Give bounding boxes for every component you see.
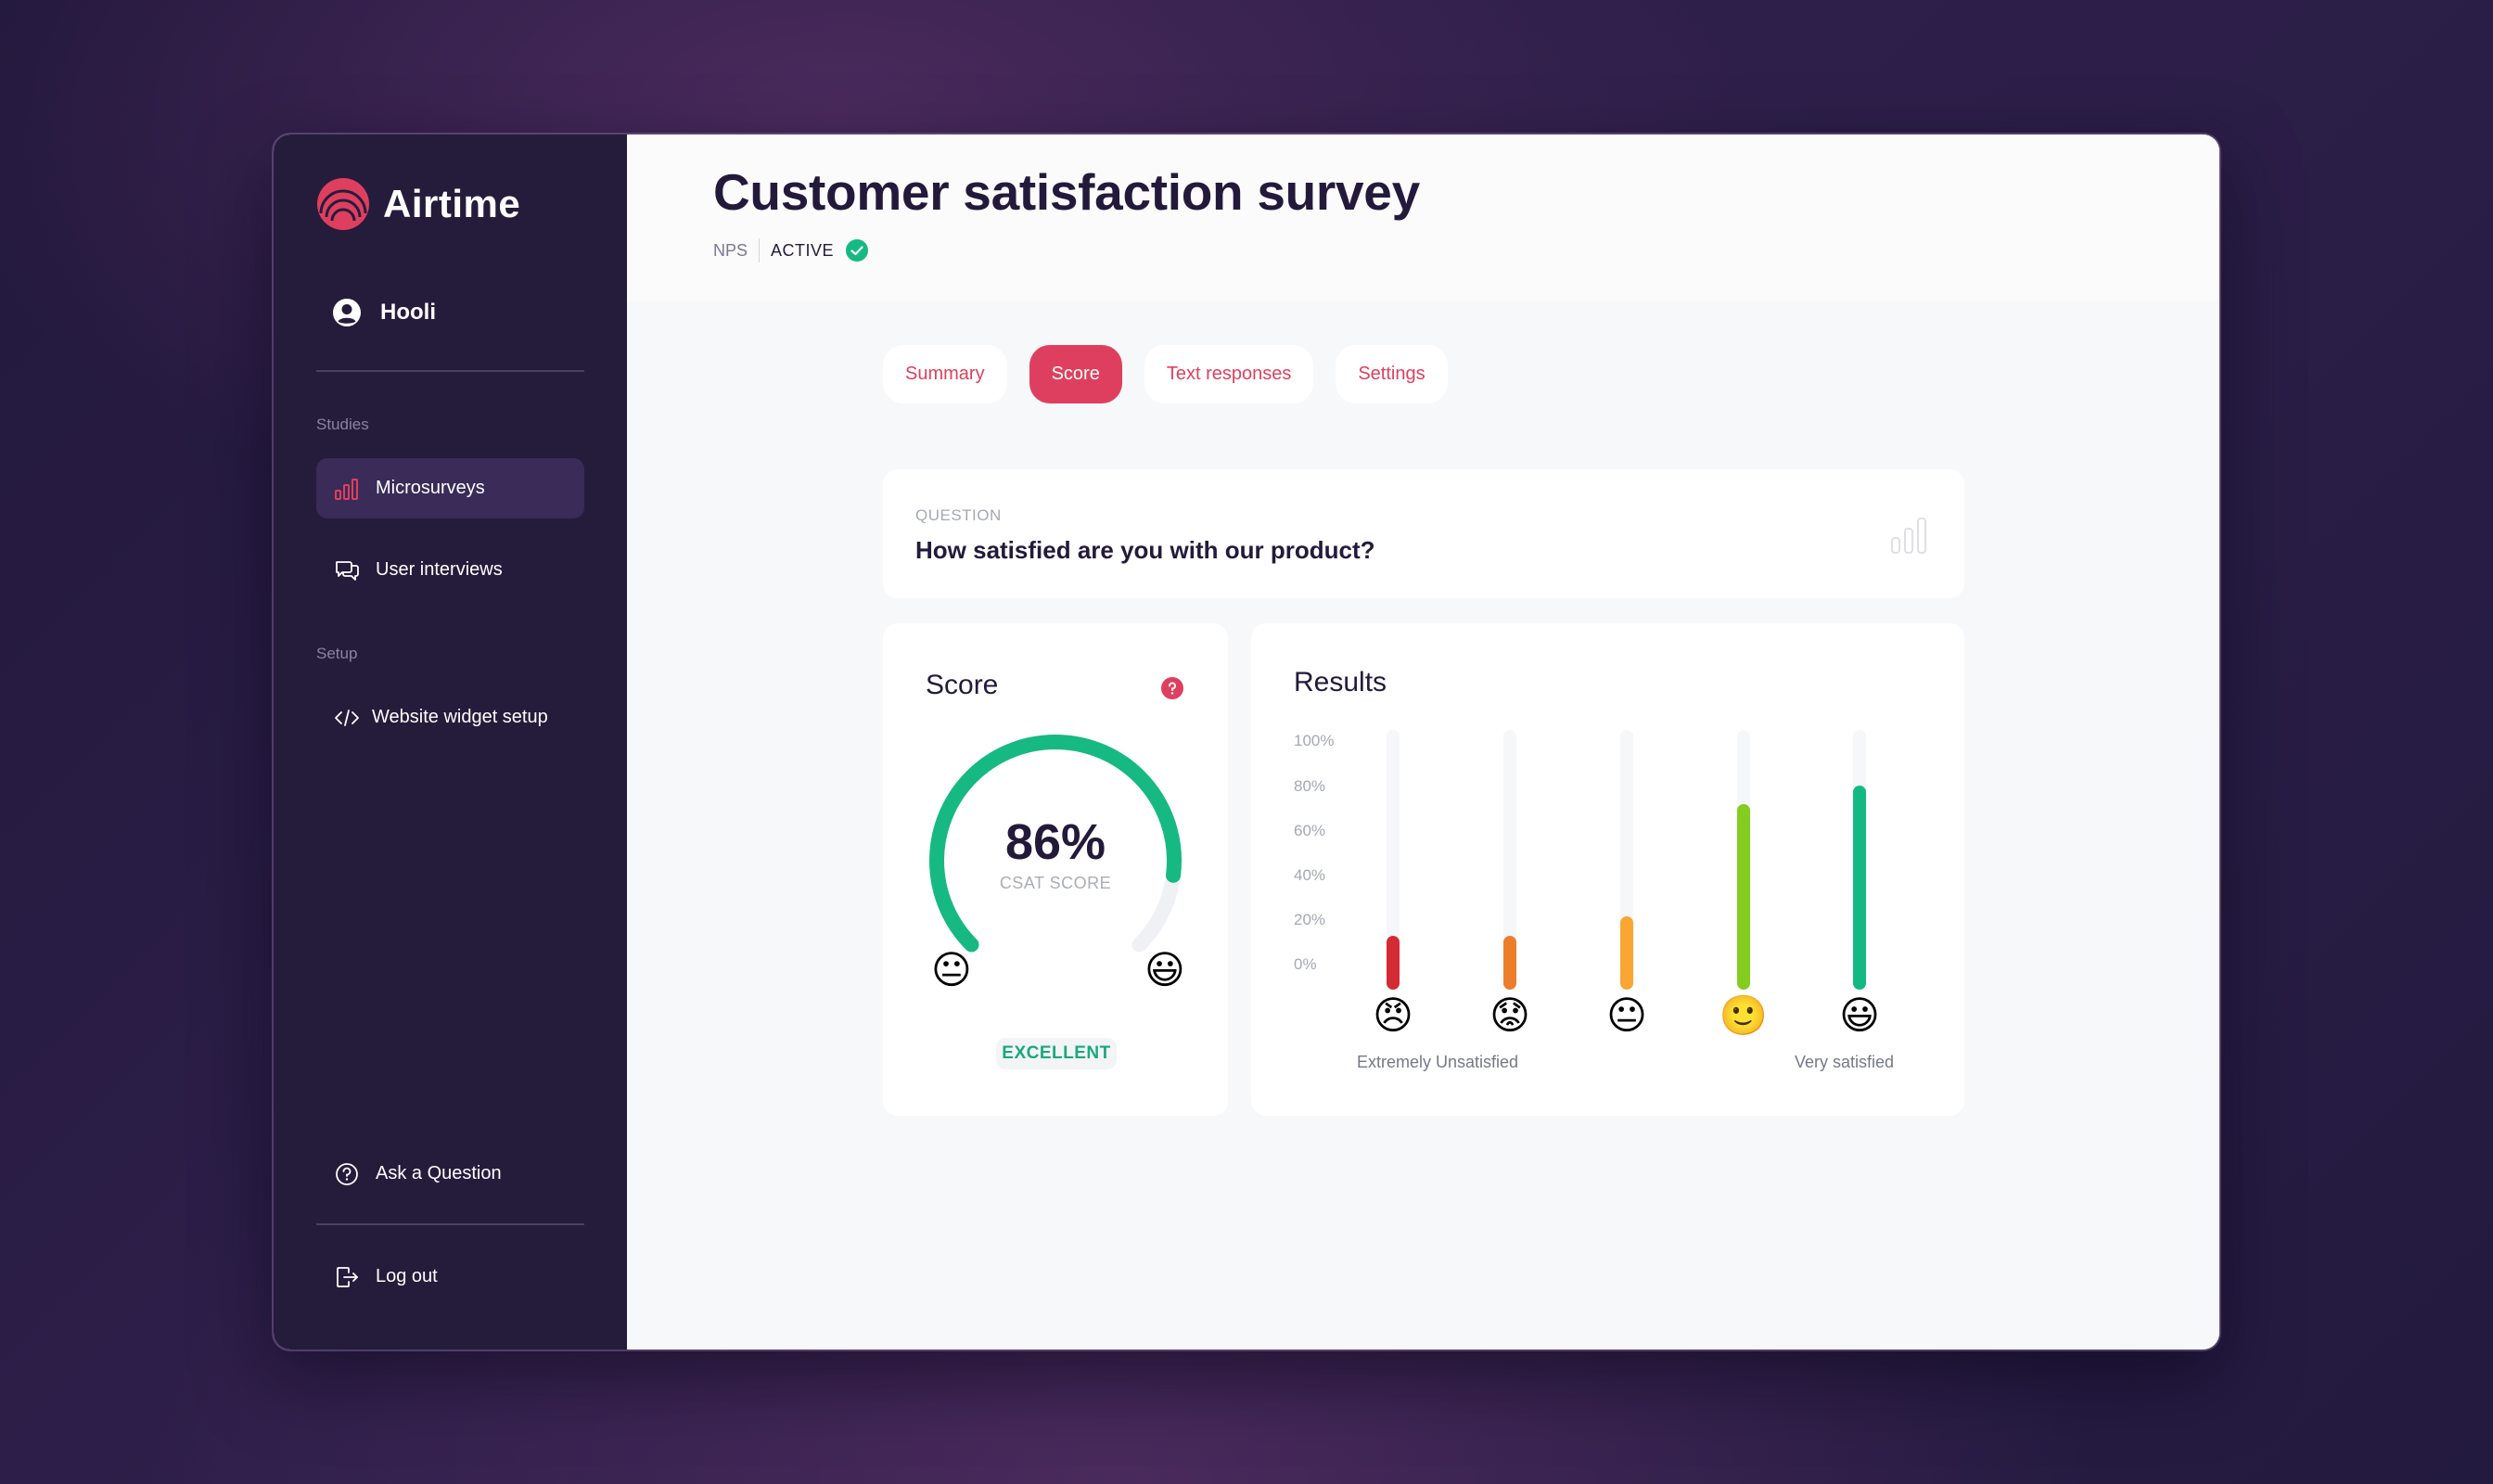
airtime-logo-icon [317, 178, 369, 230]
bar-neutral[interactable] [1620, 730, 1633, 990]
question-text: How satisfied are you with our product? [915, 536, 1375, 564]
y-tick: 100% [1294, 732, 1335, 749]
chat-bubbles-icon [333, 557, 361, 583]
sidebar-item-label: Microsurveys [376, 478, 485, 498]
sidebar-item-microsurveys[interactable]: Microsurveys [316, 458, 584, 518]
check-circle-icon [846, 239, 869, 262]
grinning-face-icon: 😃 [1144, 948, 1185, 991]
account-name: Hooli [380, 300, 436, 325]
sidebar: Airtime Hooli Studies Microsurveys User … [274, 134, 627, 1350]
tab-bar: Summary Score Text responses Settings [883, 345, 1448, 403]
help-icon[interactable] [1161, 677, 1183, 699]
csat-gauge [929, 734, 1182, 953]
sidebar-item-label: Website widget setup [372, 707, 548, 727]
brand-name: Airtime [383, 182, 521, 225]
tab-text-responses[interactable]: Text responses [1144, 345, 1314, 403]
ask-question-button[interactable]: Ask a Question [316, 1144, 584, 1204]
meta-separator [759, 238, 761, 262]
sidebar-item-label: User interviews [376, 559, 503, 580]
logout-icon [333, 1264, 361, 1290]
section-label-studies: Studies [316, 416, 369, 433]
bar-satisfied[interactable] [1737, 730, 1750, 990]
smiling-face-icon: 🙂 [1719, 993, 1769, 1037]
y-tick: 60% [1294, 822, 1326, 839]
score-value: 86% [1004, 814, 1106, 870]
sidebar-item-user-interviews[interactable]: User interviews [316, 540, 584, 600]
logout-label: Log out [376, 1266, 438, 1286]
grinning-face-icon: 😃 [1839, 993, 1880, 1037]
bar-extremely-unsatisfied[interactable] [1387, 730, 1400, 990]
page-title: Customer satisfaction survey [713, 163, 1420, 221]
survey-type: NPS [713, 240, 748, 260]
score-card: Score 86% CSAT SCORE 😐 😃 EXCELLENT [883, 623, 1228, 1116]
question-circle-icon [333, 1161, 361, 1187]
app-window: Airtime Hooli Studies Microsurveys User … [274, 134, 2219, 1350]
y-tick: 40% [1294, 866, 1326, 884]
low-scale-caption: Extremely Unsatisfied [1357, 1053, 1519, 1071]
y-tick: 0% [1294, 955, 1317, 973]
ask-question-label: Ask a Question [376, 1163, 502, 1183]
sidebar-divider [316, 370, 584, 372]
y-tick: 20% [1294, 911, 1326, 928]
bar-chart-icon [1891, 518, 1926, 554]
question-label: QUESTION [915, 506, 1002, 524]
page-header: Customer satisfaction survey NPS ACTIVE [627, 134, 2219, 301]
y-tick: 80% [1294, 777, 1326, 795]
question-card: QUESTION How satisfied are you with our … [883, 469, 1964, 598]
logout-button[interactable]: Log out [316, 1247, 584, 1307]
sidebar-footer-divider [316, 1223, 584, 1225]
bar-very-satisfied[interactable] [1853, 730, 1866, 990]
tab-settings[interactable]: Settings [1336, 345, 1448, 403]
neutral-face-icon: 😐 [1606, 993, 1647, 1037]
angry-face-icon: 😠 [1373, 993, 1413, 1037]
bar-unsatisfied[interactable] [1503, 730, 1516, 990]
score-title: Score [926, 670, 999, 700]
score-label: CSAT SCORE [999, 874, 1112, 892]
results-title: Results [1294, 667, 1387, 697]
brand-logo[interactable]: Airtime [315, 176, 520, 232]
user-avatar-icon [333, 299, 361, 326]
sidebar-item-website-widget-setup[interactable]: Website widget setup [316, 687, 584, 748]
tab-summary[interactable]: Summary [883, 345, 1007, 403]
bar-chart-icon [333, 476, 361, 502]
status-badge: ACTIVE [771, 240, 835, 260]
results-card: Results 100% 80% 60% 40% 20% 0% 😠 [1251, 623, 1964, 1116]
code-icon [333, 705, 361, 731]
account-switcher[interactable]: Hooli [332, 298, 436, 327]
survey-meta: NPS ACTIVE [713, 238, 869, 262]
tab-score[interactable]: Score [1029, 345, 1122, 403]
main-content: Customer satisfaction survey NPS ACTIVE … [627, 134, 2219, 1350]
rating-badge: EXCELLENT [996, 1038, 1117, 1069]
high-scale-caption: Very satisfied [1795, 1053, 1895, 1071]
frowning-face-icon: 😟 [1489, 993, 1530, 1037]
section-label-setup: Setup [316, 645, 358, 662]
neutral-face-icon: 😐 [931, 948, 972, 991]
